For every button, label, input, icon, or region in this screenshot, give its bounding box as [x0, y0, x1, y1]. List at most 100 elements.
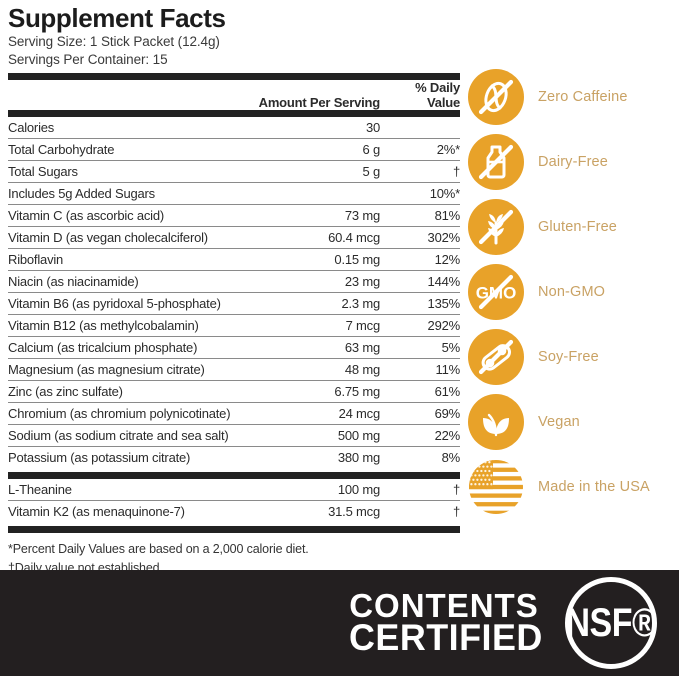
wheat-crossed-icon [468, 198, 524, 255]
nsf-certification-banner: CONTENTS CERTIFIED NSF® [0, 570, 679, 676]
nutrient-name: L-Theanine [8, 482, 72, 497]
badge-row-made-in-the-usa: Made in the USA [468, 454, 679, 519]
nsf-banner-text: CONTENTS CERTIFIED [349, 589, 549, 659]
badge-label: Soy-Free [538, 348, 599, 365]
nsf-banner-line2: CERTIFIED [349, 617, 544, 659]
servings-per-container-text: Servings Per Container: 15 [8, 52, 168, 67]
nutrient-name: Total Sugars [8, 160, 254, 183]
table-row: Vitamin B6 (as pyridoxal 5-phosphate) 2.3… [8, 292, 460, 315]
nutrient-daily-value: 5% [380, 336, 460, 359]
column-header-amount: Amount Per Serving [258, 95, 381, 110]
nutrition-table-secondary: L-Theanine 100 mg † Vitamin K2 (as menaquin… [8, 479, 460, 522]
divider-thick-bottom [8, 526, 460, 533]
nutrient-name: Calories [8, 120, 55, 135]
nutrient-name: Niacin (as niacinamide) [8, 270, 254, 293]
supplement-facts-panel: Supplement Facts Serving Size: 1 Stick P… [8, 0, 461, 575]
nutrient-daily-value: † [380, 500, 460, 522]
table-row: Total Sugars 5 g † [8, 160, 460, 183]
nutrient-name: Zinc (as zinc sulfate) [8, 380, 254, 403]
nutrient-name: Vitamin B12 (as methylcobalamin) [8, 314, 254, 337]
nutrient-name: Vitamin C (as ascorbic acid) [8, 204, 254, 227]
nutrient-name: Magnesium (as magnesium citrate) [8, 358, 254, 381]
table-row: L-Theanine 100 mg † [8, 479, 460, 501]
nutrient-amount: 100 mg [337, 482, 380, 497]
table-row: Vitamin C (as ascorbic acid) 73 mg 81% [8, 204, 460, 227]
nutrient-daily-value: 10%* [380, 182, 460, 205]
nutrient-amount: 7 mcg [254, 314, 380, 337]
nutrient-daily-value: † [452, 482, 460, 497]
nutrient-daily-value: 292% [380, 314, 460, 337]
nutrient-amount: 31.5 mcg [254, 500, 380, 522]
registered-trademark-symbol: ® [631, 599, 657, 645]
nutrient-daily-value: 12% [380, 248, 460, 271]
certification-badge-list: Zero Caffeine Dairy-Free Gluten-Free GMO Non… [468, 64, 679, 519]
nsf-logo-text: NSF® [565, 599, 657, 645]
table-row: Niacin (as niacinamide) 23 mg 144% [8, 270, 460, 293]
nutrient-daily-value: 135% [380, 292, 460, 315]
milk-bottle-crossed-icon [468, 133, 524, 190]
badge-label: Vegan [538, 413, 580, 430]
column-header-name [8, 80, 254, 110]
nutrient-amount: 73 mg [254, 204, 380, 227]
leaf-icon [468, 393, 524, 450]
table-row: Vitamin D (as vegan cholecalciferol) 60.4… [8, 226, 460, 249]
badge-row-dairy-free: Dairy-Free [468, 129, 679, 194]
nutrient-daily-value: 2%* [380, 138, 460, 161]
table-row: Zinc (as zinc sulfate) 6.75 mg 61% [8, 380, 460, 403]
serving-size-text: Serving Size: 1 Stick Packet (12.4g) [8, 34, 220, 49]
nutrient-amount: 63 mg [254, 336, 380, 359]
table-row: Calcium (as tricalcium phosphate) 63 mg 5% [8, 336, 460, 359]
nutrient-name: Total Carbohydrate [8, 138, 254, 161]
nutrient-amount [254, 182, 380, 205]
divider-thick-top [8, 73, 460, 80]
nutrient-amount: 6.75 mg [254, 380, 380, 403]
table-row: Vitamin B12 (as methylcobalamin) 7 mcg 292… [8, 314, 460, 337]
badge-label: Non-GMO [538, 283, 606, 300]
table-row: Sodium (as sodium citrate and sea salt) 5… [8, 424, 460, 447]
coffee-bean-crossed-icon [468, 68, 524, 125]
table-row: Potassium (as potassium citrate) 380 mg 8% [8, 446, 460, 468]
nutrient-daily-value [380, 117, 460, 139]
gmo-crossed-icon: GMO [468, 263, 524, 320]
nutrient-amount: 5 g [254, 160, 380, 183]
divider-thick-header [8, 110, 460, 117]
table-row: Calories 30 [8, 117, 460, 139]
nutrient-daily-value: 22% [380, 424, 460, 447]
nutrient-name: Vitamin K2 (as menaquinone-7) [8, 500, 254, 522]
table-row: Vitamin K2 (as menaquinone-7) 31.5 mcg † [8, 500, 460, 522]
nutrient-daily-value: 11% [380, 358, 460, 381]
badge-row-zero-caffeine: Zero Caffeine [468, 64, 679, 129]
table-header-row: Amount Per Serving % Daily Value [8, 80, 461, 110]
nutrient-amount: 23 mg [254, 270, 380, 293]
nutrient-name: Includes 5g Added Sugars [8, 182, 254, 205]
nutrient-name: Calcium (as tricalcium phosphate) [8, 336, 254, 359]
nutrient-name: Chromium (as chromium polynicotinate) [8, 402, 254, 425]
badge-label: Dairy-Free [538, 153, 608, 170]
nutrient-amount: 30 [365, 120, 380, 135]
nutrient-amount: 6 g [254, 138, 380, 161]
badge-row-gluten-free: Gluten-Free [468, 194, 679, 259]
nutrient-amount: 2.3 mg [254, 292, 380, 315]
nutrient-amount: 380 mg [254, 446, 380, 468]
nutrition-rows-secondary-body: L-Theanine 100 mg † Vitamin K2 (as menaquin… [8, 479, 460, 522]
table-row: Magnesium (as magnesium citrate) 48 mg 11% [8, 358, 460, 381]
divider-thick-middle [8, 472, 460, 479]
nutrient-name: Sodium (as sodium citrate and sea salt) [8, 424, 254, 447]
table-row: Includes 5g Added Sugars 10%* [8, 182, 460, 205]
nutrient-daily-value: † [380, 160, 460, 183]
nutrient-daily-value: 61% [380, 380, 460, 403]
badge-label: Zero Caffeine [538, 88, 628, 105]
page-title: Supplement Facts [8, 3, 226, 33]
footnote-percent-daily-value: *Percent Daily Values are based on a 2,0… [8, 542, 309, 556]
nutrient-daily-value: 144% [380, 270, 460, 293]
usa-flag-circle-icon [468, 459, 524, 515]
nutrient-daily-value: 81% [380, 204, 460, 227]
nutrient-amount: 60.4 mcg [254, 226, 380, 249]
nutrient-name: Potassium (as potassium citrate) [8, 446, 254, 468]
nutrient-amount: 500 mg [254, 424, 380, 447]
badge-row-soy-free: Soy-Free [468, 324, 679, 389]
nutrition-table-primary: Calories 30 Total Carbohydrate 6 g 2%* Total … [8, 117, 460, 468]
nutrient-daily-value: 69% [380, 402, 460, 425]
nutrient-amount: 48 mg [254, 358, 380, 381]
nutrient-daily-value: 8% [380, 446, 460, 468]
